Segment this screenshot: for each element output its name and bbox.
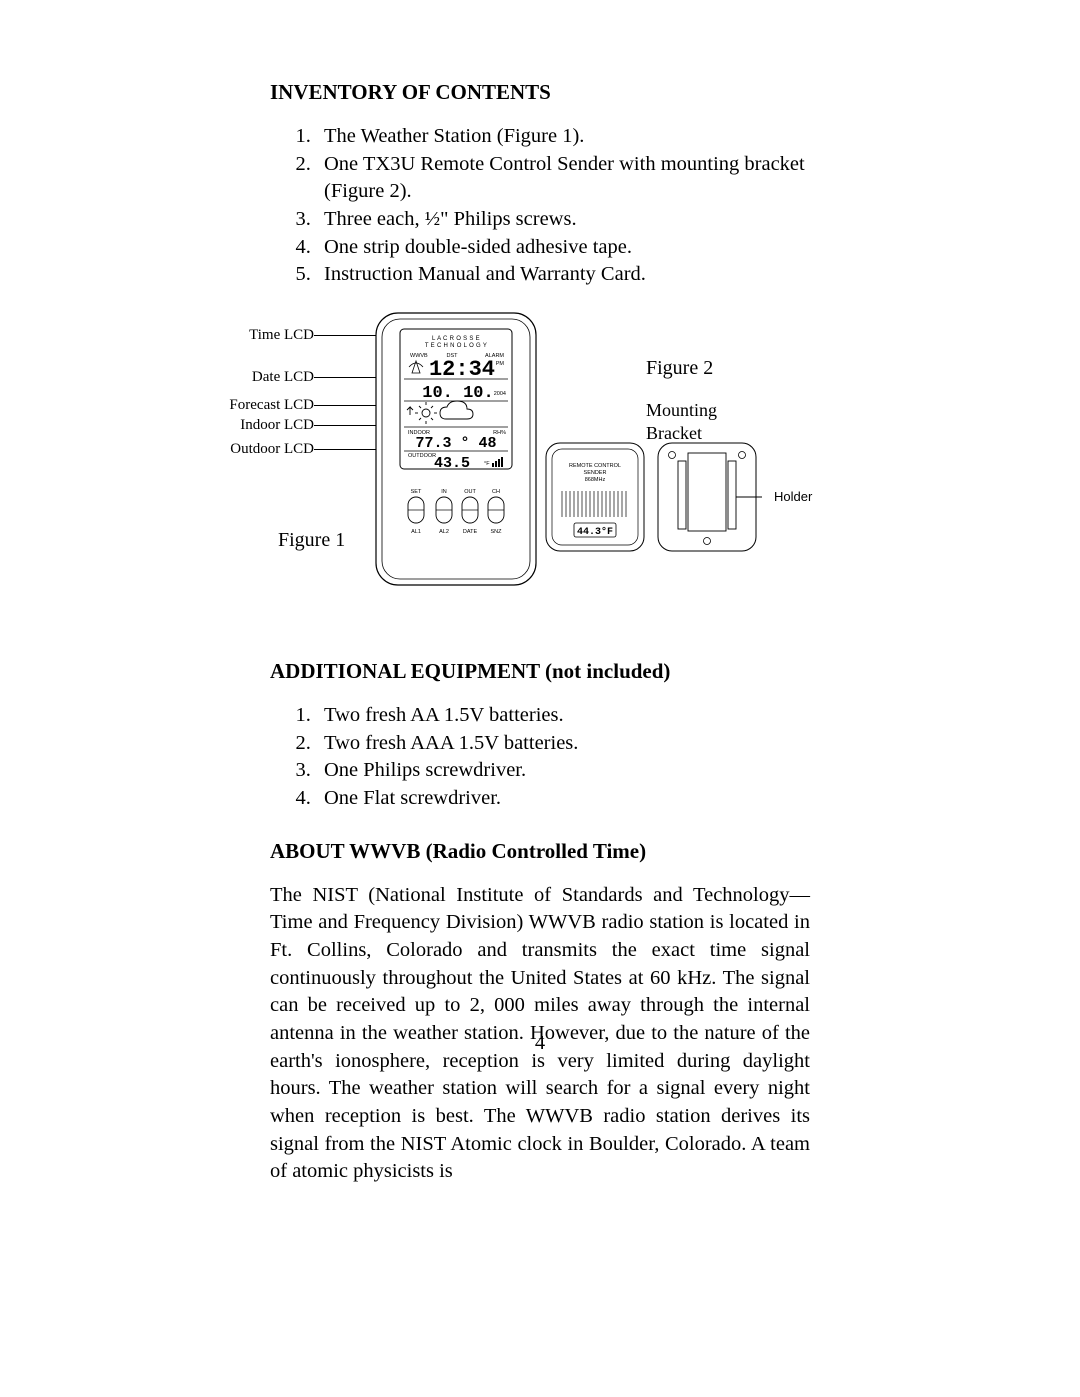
svg-text:SNZ: SNZ (491, 529, 503, 535)
sender-text: SENDER (584, 470, 607, 476)
svg-text:AL2: AL2 (439, 529, 449, 535)
figure-1-caption: Figure 1 (278, 529, 345, 552)
remote-sender-illustration: REMOTE CONTROL SENDER 868MHz 44.3°F (540, 437, 650, 557)
mounting-label-line: Mounting (646, 400, 717, 420)
callout-indoor-lcd: Indoor LCD (214, 417, 314, 434)
callout-date-lcd: Date LCD (214, 369, 314, 386)
heading-additional: ADDITIONAL EQUIPMENT (not included) (270, 659, 810, 684)
list-item: Two fresh AAA 1.5V batteries. (316, 730, 810, 758)
list-item: One TX3U Remote Control Sender with moun… (316, 151, 810, 206)
brand-text: T E C H N O L O G Y (425, 343, 487, 349)
inventory-list: The Weather Station (Figure 1). One TX3U… (316, 123, 810, 289)
heading-wwvb: ABOUT WWVB (Radio Controlled Time) (270, 839, 810, 864)
manual-page: INVENTORY OF CONTENTS The Weather Statio… (0, 0, 1080, 1397)
svg-text:IN: IN (441, 489, 447, 495)
lcd-header: WWVB (410, 353, 428, 359)
page-number: 4 (0, 1032, 1080, 1055)
mounting-bracket-illustration (652, 437, 762, 557)
callout-time-lcd: Time LCD (214, 327, 314, 344)
list-item: Two fresh AA 1.5V batteries. (316, 702, 810, 730)
lcd-date-suffix: 2004 (494, 391, 506, 397)
lcd-outdoor-unit: °F (484, 461, 490, 467)
figures-region: Time LCD Date LCD Forecast LCD Indoor LC… (214, 317, 934, 617)
sender-text: REMOTE CONTROL (569, 463, 621, 469)
list-item: One strip double-sided adhesive tape. (316, 234, 810, 262)
holder-label: Holder (774, 489, 812, 504)
lcd-time-value: 12:34 (429, 357, 495, 382)
callout-forecast-lcd: Forecast LCD (214, 397, 314, 414)
lcd-outdoor-label: OUTDOOR (408, 453, 436, 459)
lcd-indoor-value: 77.3 ° 48 (415, 435, 496, 452)
brand-text: L A C R O S S E (432, 336, 480, 342)
figure-2-caption: Figure 2 (646, 357, 713, 380)
sender-reading: 44.3°F (577, 526, 613, 538)
svg-text:SET: SET (411, 489, 422, 495)
list-item: One Flat screwdriver. (316, 785, 810, 813)
svg-text:DATE: DATE (463, 529, 478, 535)
list-item: One Philips screwdriver. (316, 757, 810, 785)
callout-outdoor-lcd: Outdoor LCD (214, 441, 314, 458)
svg-text:OUT: OUT (464, 489, 476, 495)
lcd-outdoor-value: 43.5 (434, 455, 470, 472)
list-item: The Weather Station (Figure 1). (316, 123, 810, 151)
sender-text: 868MHz (585, 477, 606, 483)
additional-list: Two fresh AA 1.5V batteries. Two fresh A… (316, 702, 810, 813)
svg-text:AL1: AL1 (411, 529, 421, 535)
weather-station-illustration: L A C R O S S E T E C H N O L O G Y WWVB… (366, 307, 546, 597)
list-item: Instruction Manual and Warranty Card. (316, 261, 810, 289)
list-item: Three each, ½" Philips screws. (316, 206, 810, 234)
lcd-date-value: 10. 10. (422, 384, 493, 403)
heading-inventory: INVENTORY OF CONTENTS (270, 80, 810, 105)
svg-text:CH: CH (492, 489, 500, 495)
lcd-time-pm: PM (496, 361, 505, 367)
